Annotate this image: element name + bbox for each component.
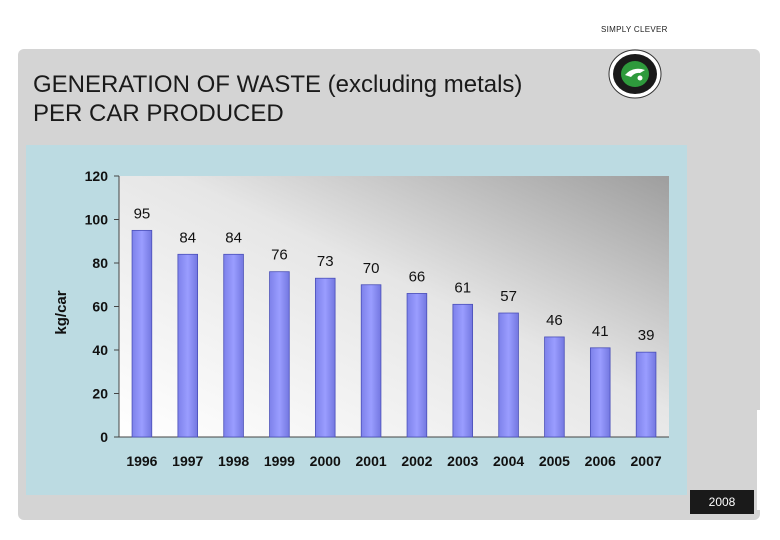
- bar-1999: [269, 271, 290, 438]
- y-tick-label: 100: [85, 212, 109, 228]
- bar-2004: [498, 312, 519, 438]
- bar-2006: [589, 347, 611, 438]
- x-tick-label-1996: 1996: [126, 453, 157, 469]
- bar-2000: [314, 277, 336, 438]
- data-label-2002: 66: [409, 268, 426, 285]
- data-label-2005: 46: [546, 312, 563, 329]
- y-axis-label: kg/car: [53, 290, 70, 334]
- x-tick-label-2000: 2000: [310, 453, 341, 469]
- y-tick-label: 120: [85, 168, 109, 184]
- x-tick-label-2005: 2005: [539, 453, 570, 469]
- x-tick-label-2002: 2002: [401, 453, 432, 469]
- bar-2003: [452, 303, 474, 438]
- x-tick-label-2001: 2001: [356, 453, 387, 469]
- data-label-2007: 39: [638, 327, 655, 344]
- data-label-2001: 70: [363, 260, 380, 277]
- x-tick-label-2007: 2007: [631, 453, 662, 469]
- y-tick-label: 20: [92, 386, 108, 402]
- data-label-2003: 61: [454, 279, 471, 296]
- x-tick-label-1999: 1999: [264, 453, 295, 469]
- y-tick-label: 80: [92, 255, 108, 271]
- y-tick-label: 40: [92, 342, 108, 358]
- data-label-2000: 73: [317, 253, 334, 270]
- bar-2007: [635, 351, 657, 438]
- bar-2002: [406, 293, 428, 438]
- x-tick-label-1997: 1997: [172, 453, 203, 469]
- data-label-1996: 95: [134, 205, 151, 222]
- tagline: SIMPLY CLEVER: [601, 25, 668, 34]
- bar-1996: [131, 229, 153, 438]
- x-tick-label-2006: 2006: [585, 453, 616, 469]
- bar-1998: [223, 253, 244, 438]
- skoda-logo-icon: [608, 49, 662, 99]
- bar-1997: [177, 253, 199, 438]
- x-tick-label-1998: 1998: [218, 453, 249, 469]
- page-title: GENERATION OF WASTE (excluding metals) P…: [33, 71, 523, 127]
- y-tick-label: 60: [92, 299, 108, 315]
- slide-edge: [757, 410, 760, 510]
- waste-bar-chart: 0 20 40 60 80 100 120 95 1996 84 1997 84 1998 76 1999…: [53, 168, 669, 469]
- bar-2005: [544, 336, 565, 438]
- data-label-1998: 84: [225, 229, 242, 246]
- data-label-2006: 41: [592, 323, 609, 340]
- data-label-2004: 57: [500, 288, 517, 305]
- year-badge: 2008: [690, 490, 754, 514]
- bar-2001: [360, 284, 382, 438]
- data-label-1997: 84: [179, 229, 196, 246]
- plot-area: [119, 176, 669, 437]
- y-tick-label: 0: [100, 429, 108, 445]
- x-tick-label-2004: 2004: [493, 453, 524, 469]
- x-tick-label-2003: 2003: [447, 453, 478, 469]
- data-label-1999: 76: [271, 247, 288, 264]
